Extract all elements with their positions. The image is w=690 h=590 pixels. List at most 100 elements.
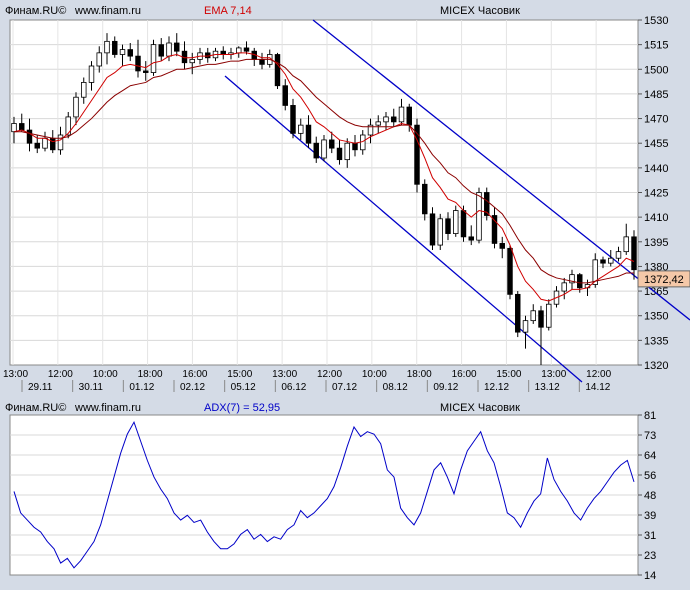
date-tick-label: 29.11 <box>28 382 53 393</box>
adx-y-tick-label: 73 <box>644 430 656 442</box>
candle-body <box>336 147 343 161</box>
candlestick-series <box>11 33 637 365</box>
price-y-tick-label: 1485 <box>644 89 668 101</box>
price-panel: 1530 1515 1500 1485 1470 1455 1440 1425 1410 1395… <box>3 5 690 393</box>
price-y-tick-label: 1500 <box>644 64 668 76</box>
time-tick-label: 12:00 <box>48 369 73 380</box>
candle-body <box>81 82 87 98</box>
candle-body <box>391 116 397 123</box>
candle-body <box>127 49 133 57</box>
candle-body <box>561 282 567 292</box>
candle-body <box>538 310 544 328</box>
candle-body <box>158 44 164 57</box>
candle-body <box>313 142 319 159</box>
time-tick-label: 16:00 <box>182 369 207 380</box>
price-header-instrument: MICEX Часовик <box>440 5 520 17</box>
adx-header: Финам.RU© www.finam.ru ADX(7) = 52,95 MI… <box>5 402 520 414</box>
candle-body <box>515 293 521 333</box>
date-tick-label: 13.12 <box>535 382 560 393</box>
candle-body <box>437 218 443 246</box>
price-y-tick-label: 1320 <box>644 360 668 372</box>
price-y-tick-label: 1515 <box>644 40 668 52</box>
candle-body <box>592 259 598 285</box>
price-header-source: Финам.RU© <box>5 5 66 17</box>
candle-body <box>414 124 420 185</box>
candle-body <box>11 123 17 133</box>
date-tick-label: 07.12 <box>332 382 357 393</box>
price-y-tick-label: 1455 <box>644 138 668 150</box>
date-tick-label: 05.12 <box>231 382 256 393</box>
candle-body <box>329 139 335 149</box>
candle-body <box>189 59 195 64</box>
adx-header-site: www.finam.ru <box>74 402 141 414</box>
last-price-box <box>637 270 690 288</box>
time-tick-label: 18:00 <box>407 369 432 380</box>
candle-body <box>42 137 48 149</box>
adx-y-tick-labels: 81 73 64 56 48 39 31 23 14 <box>638 410 656 582</box>
candle-body <box>119 49 126 55</box>
price-y-tick-labels: 1530 1515 1500 1485 1470 1455 1440 1425 1410 1395… <box>638 15 668 372</box>
candle-body <box>143 70 149 73</box>
candle-body <box>236 47 242 54</box>
price-y-tick-label: 1365 <box>644 286 668 298</box>
candle-body <box>88 65 95 83</box>
candle-body <box>398 106 405 123</box>
price-y-tick-label: 1440 <box>644 163 668 175</box>
candle-body <box>305 124 312 144</box>
time-tick-label: 15:00 <box>227 369 252 380</box>
candle-body <box>50 137 56 151</box>
time-axis: 13:00 12:00 10:00 18:00 16:00 15:00 13:00 12:00… <box>3 20 612 393</box>
candle-body <box>546 303 552 328</box>
adx-y-tick-label: 23 <box>644 550 656 562</box>
adx-y-tick-label: 56 <box>644 470 656 482</box>
candle-body <box>274 54 281 87</box>
price-header-indicator: EMA 7,14 <box>204 5 252 17</box>
time-tick-label: 10:00 <box>93 369 118 380</box>
time-tick-label: 13:00 <box>272 369 297 380</box>
candle-body <box>615 251 622 259</box>
price-header: Финам.RU© www.finam.ru EMA 7,14 MICEX Ча… <box>5 5 520 17</box>
candle-body <box>135 55 141 72</box>
candle-body <box>34 142 40 149</box>
adx-y-tick-label: 81 <box>644 410 656 422</box>
price-y-tick-label: 1395 <box>644 237 668 249</box>
candle-body <box>623 236 629 253</box>
price-y-tick-label: 1410 <box>644 212 668 224</box>
date-tick-label: 30.11 <box>79 382 104 393</box>
candle-body <box>166 42 172 57</box>
candle-body <box>321 139 327 159</box>
candle-body <box>352 142 358 151</box>
candle-body <box>259 59 265 65</box>
candle-body <box>383 116 389 123</box>
price-y-tick-label: 1350 <box>644 311 668 323</box>
candle-body <box>26 129 33 144</box>
candle-body <box>282 85 288 106</box>
candle-body <box>631 236 637 271</box>
adx-line <box>13 420 635 569</box>
candle-body <box>375 121 381 126</box>
candle-body <box>422 183 428 215</box>
candle-body <box>569 274 575 284</box>
candle-body <box>499 243 505 249</box>
candle-body <box>150 44 157 73</box>
trend-channel-lower <box>224 75 583 383</box>
date-tick-label: 02.12 <box>180 382 205 393</box>
price-y-tick-label: 1530 <box>644 15 668 27</box>
candle-body <box>406 106 412 126</box>
ema-fast-line <box>13 52 635 302</box>
candle-body <box>429 213 436 246</box>
candle-body <box>65 116 71 136</box>
adx-header-indicator: ADX(7) = 52,95 <box>204 402 280 414</box>
candle-body <box>344 142 350 161</box>
price-header-site: www.finam.ru <box>74 5 141 17</box>
candle-body <box>243 47 250 52</box>
date-tick-label: 14.12 <box>585 382 610 393</box>
adx-y-tick-label: 14 <box>644 570 656 582</box>
time-tick-label: 12:00 <box>586 369 611 380</box>
candle-body <box>104 40 110 54</box>
adx-y-tick-label: 64 <box>644 450 656 462</box>
candle-body <box>367 124 374 136</box>
last-price-label: 1372,42 <box>644 274 684 286</box>
candle-body <box>468 236 474 241</box>
